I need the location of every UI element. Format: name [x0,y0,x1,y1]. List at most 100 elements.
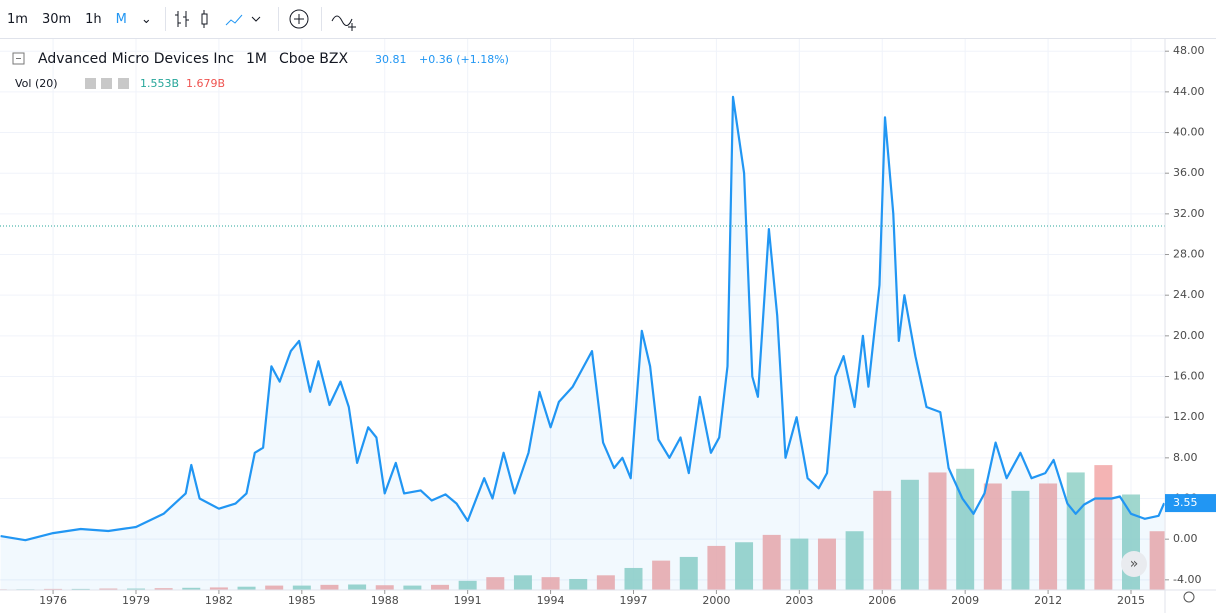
icon[interactable] [101,78,112,89]
volume-bar [956,468,975,590]
x-tick-label: 2015 [1117,594,1145,607]
icon[interactable] [118,78,129,89]
interval-button[interactable]: 1m [7,11,28,27]
y-tick-label: -4.00 [1173,573,1201,586]
volume-bar [320,584,339,590]
y-tick-label: 8.00 [1173,451,1198,464]
interval-button[interactable]: M [115,11,127,27]
volume-bar [265,585,284,590]
volume-bar [1094,465,1113,590]
volume-bar [348,584,367,590]
plot [0,95,1165,590]
collapse-icon[interactable] [12,52,25,65]
y-tick-label: 40.00 [1173,126,1205,139]
volume-value: 1.679B [186,77,225,90]
indicator-button[interactable] [285,7,315,31]
volume-bar [817,538,836,590]
volume-bar [237,586,256,590]
volume-bar [735,542,754,590]
x-tick-label: 2006 [868,594,896,607]
volume-bar [928,472,947,590]
volume-bar [1149,531,1165,590]
compare-button[interactable] [328,7,364,31]
volume-bar [209,587,228,590]
volume-bar [790,538,809,590]
interval-button[interactable]: 30m [41,11,72,27]
volume-label[interactable]: Vol (20) [15,77,58,90]
price-line [0,95,1165,542]
volume-bar [513,575,532,590]
volume-bar [292,585,311,590]
icon[interactable] [85,78,96,89]
volume-bar [569,578,588,590]
interval: 1M [246,51,267,67]
volume-bar [1066,472,1085,590]
y-tick-label: 16.00 [1173,370,1205,383]
volume-bar [845,531,864,590]
volume-bar [431,584,450,590]
volume-bar [596,575,615,590]
axes: -4.000.004.008.0012.0016.0020.0024.0028.… [39,44,1216,607]
toolbar: 1m 30m 1h M ⌄ [0,0,1216,39]
x-tick-label: 2000 [702,594,730,607]
settings-icon[interactable] [1183,591,1195,603]
x-tick-label: 1991 [454,594,482,607]
x-tick-label: 1988 [371,594,399,607]
volume-bar [762,534,781,590]
grid [0,39,1165,590]
x-tick-label: 1979 [122,594,150,607]
legend: Advanced Micro Devices Inc 1M Cboe BZX 3… [12,51,509,90]
volume-bar [486,577,505,590]
x-tick-label: 2009 [951,594,979,607]
volume-bar [1039,483,1058,590]
volume-bar [154,588,173,590]
separator [277,7,279,31]
scroll-button[interactable] [1121,551,1147,577]
price-change: +0.36 (+1.18%) [419,53,509,66]
exchange: Cboe BZX [279,51,348,67]
interval-button[interactable]: 1h [85,11,102,27]
separator [320,7,322,31]
y-tick-label: 32.00 [1173,207,1205,220]
y-tick-label: 44.00 [1173,85,1205,98]
volume-bar [707,545,726,590]
chart-style-icons[interactable] [172,7,272,31]
dropdown[interactable]: ⌄ [140,11,152,27]
volume-bar [652,560,671,590]
volume-bar [403,585,422,590]
volume-bar [182,587,201,590]
y-tick-label: 0.00 [1173,532,1198,545]
volume-bar [679,556,698,590]
volume-bar [126,588,145,590]
volume-bar [99,588,118,590]
volume-bar [541,577,560,590]
y-tick-label: 36.00 [1173,166,1205,179]
volume-bar [458,580,477,590]
volume-bar [44,588,63,590]
separator [164,7,166,31]
last-price: 30.81 [375,53,407,66]
price-area [0,96,1165,590]
y-tick-label: 20.00 [1173,329,1205,342]
y-tick-label: 24.00 [1173,288,1205,301]
volume-bar [983,483,1002,590]
last-value-label: 3.55 [1173,496,1198,509]
y-tick-label: 12.00 [1173,410,1205,423]
volume-bar [873,490,892,590]
chart: -4.000.004.008.0012.0016.0020.0024.0028.… [0,39,1216,613]
y-tick-label: 28.00 [1173,248,1205,261]
x-tick-label: 1997 [619,594,647,607]
symbol-name: Advanced Micro Devices Inc [38,51,234,67]
last-value-box [1165,494,1216,513]
volume-bar [1011,490,1030,590]
volume-bar [71,588,90,590]
x-tick-label: 2003 [785,594,813,607]
scroll-button-icon[interactable]: » [1130,556,1139,572]
volume-bar [900,479,919,590]
volume-bar [624,567,643,590]
x-tick-label: 1985 [288,594,316,607]
x-tick-label: 1982 [205,594,233,607]
x-tick-label: 2012 [1034,594,1062,607]
volume-value: 1.553B [140,77,179,90]
